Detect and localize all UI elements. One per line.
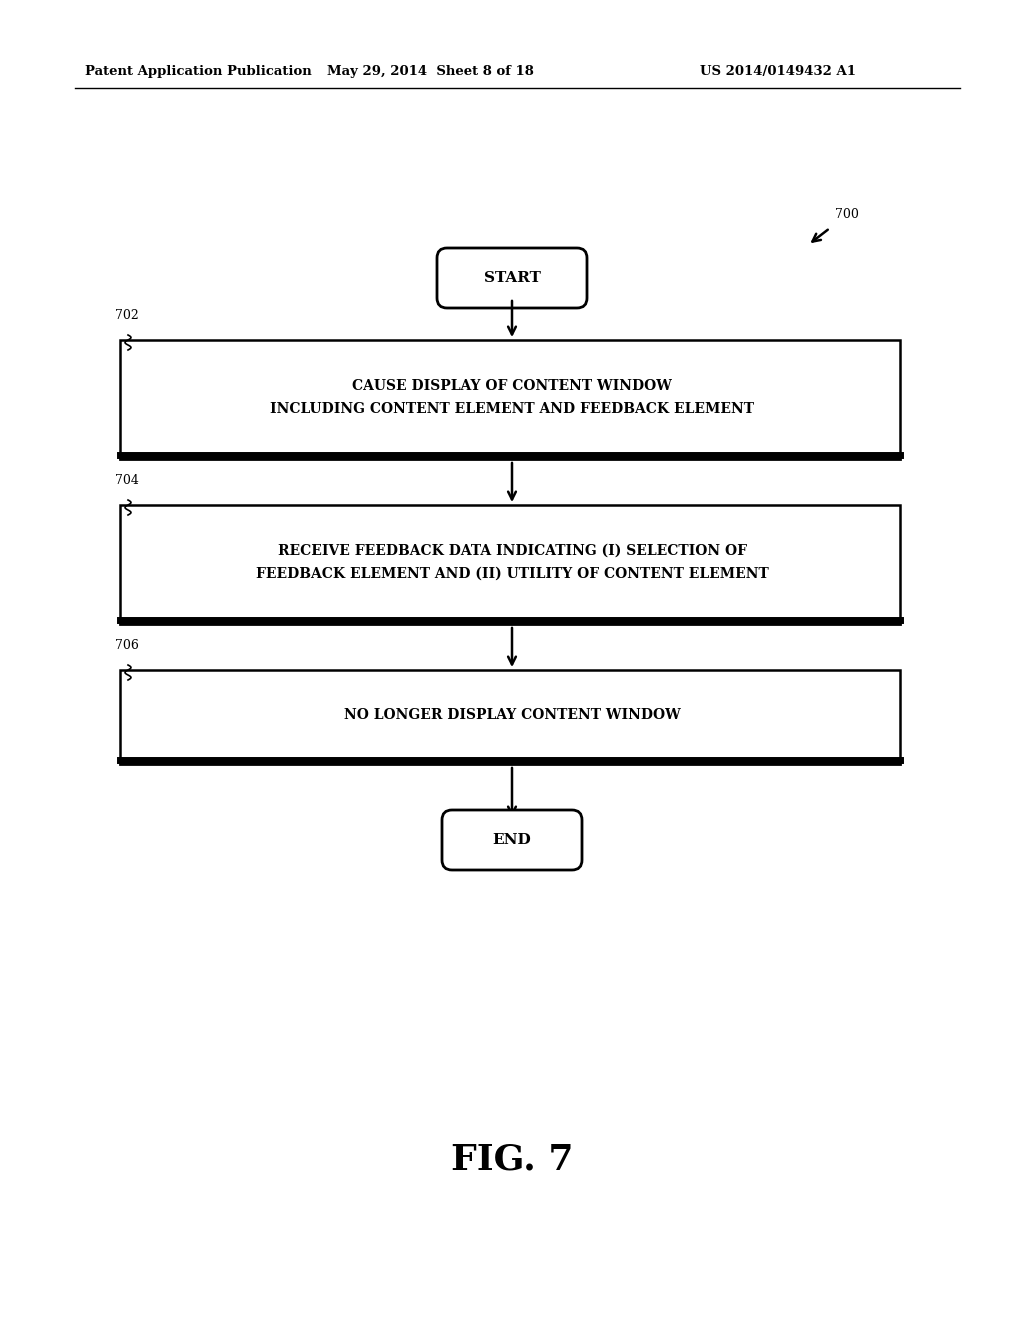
FancyBboxPatch shape [437, 248, 587, 308]
Text: 700: 700 [835, 209, 859, 222]
Text: FIG. 7: FIG. 7 [451, 1143, 573, 1177]
Text: CAUSE DISPLAY OF CONTENT WINDOW
INCLUDING CONTENT ELEMENT AND FEEDBACK ELEMENT: CAUSE DISPLAY OF CONTENT WINDOW INCLUDIN… [270, 379, 754, 416]
Bar [120, 671, 900, 760]
Text: 706: 706 [115, 639, 139, 652]
Text: May 29, 2014  Sheet 8 of 18: May 29, 2014 Sheet 8 of 18 [327, 66, 534, 78]
Text: END: END [493, 833, 531, 847]
Bar [120, 506, 900, 620]
Text: Patent Application Publication: Patent Application Publication [85, 66, 311, 78]
Text: 702: 702 [115, 309, 138, 322]
Text: RECEIVE FEEDBACK DATA INDICATING (I) SELECTION OF
FEEDBACK ELEMENT AND (II) UTIL: RECEIVE FEEDBACK DATA INDICATING (I) SEL… [256, 544, 768, 581]
FancyBboxPatch shape [442, 810, 582, 870]
Text: US 2014/0149432 A1: US 2014/0149432 A1 [700, 66, 856, 78]
Text: 704: 704 [115, 474, 139, 487]
Text: START: START [483, 271, 541, 285]
Bar [120, 341, 900, 455]
Text: NO LONGER DISPLAY CONTENT WINDOW: NO LONGER DISPLAY CONTENT WINDOW [344, 708, 680, 722]
